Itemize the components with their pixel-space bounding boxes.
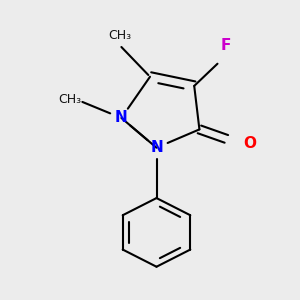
- Text: CH₃: CH₃: [109, 29, 132, 42]
- Text: N: N: [115, 110, 128, 125]
- Text: F: F: [220, 38, 231, 53]
- Text: CH₃: CH₃: [58, 93, 81, 106]
- Text: N: N: [150, 140, 163, 155]
- Text: O: O: [244, 136, 256, 151]
